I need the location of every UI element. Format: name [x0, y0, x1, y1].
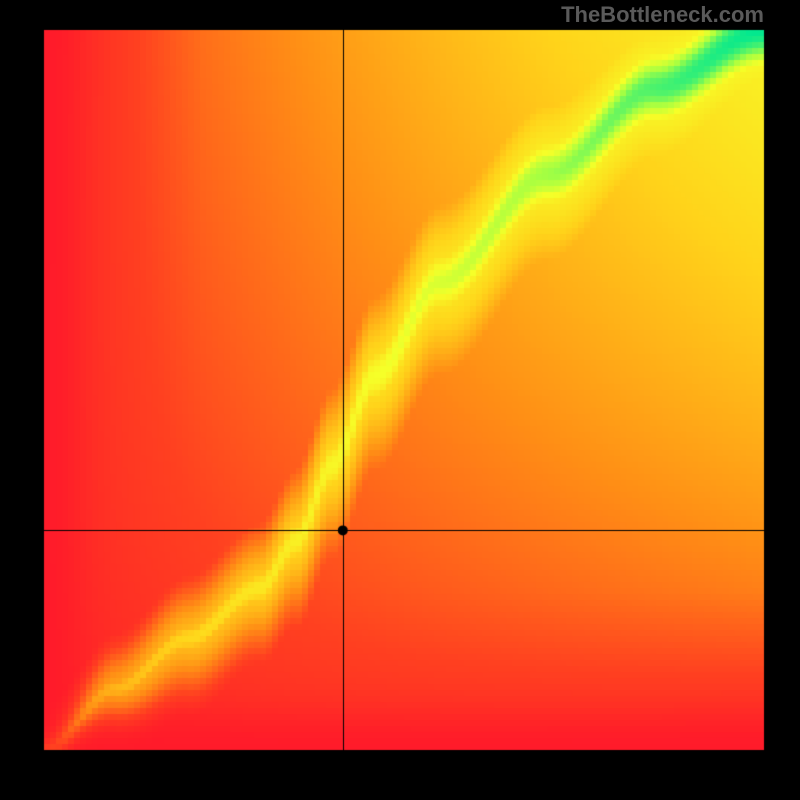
- heatmap-canvas: [0, 0, 800, 800]
- chart-container: TheBottleneck.com: [0, 0, 800, 800]
- watermark-text: TheBottleneck.com: [561, 2, 764, 28]
